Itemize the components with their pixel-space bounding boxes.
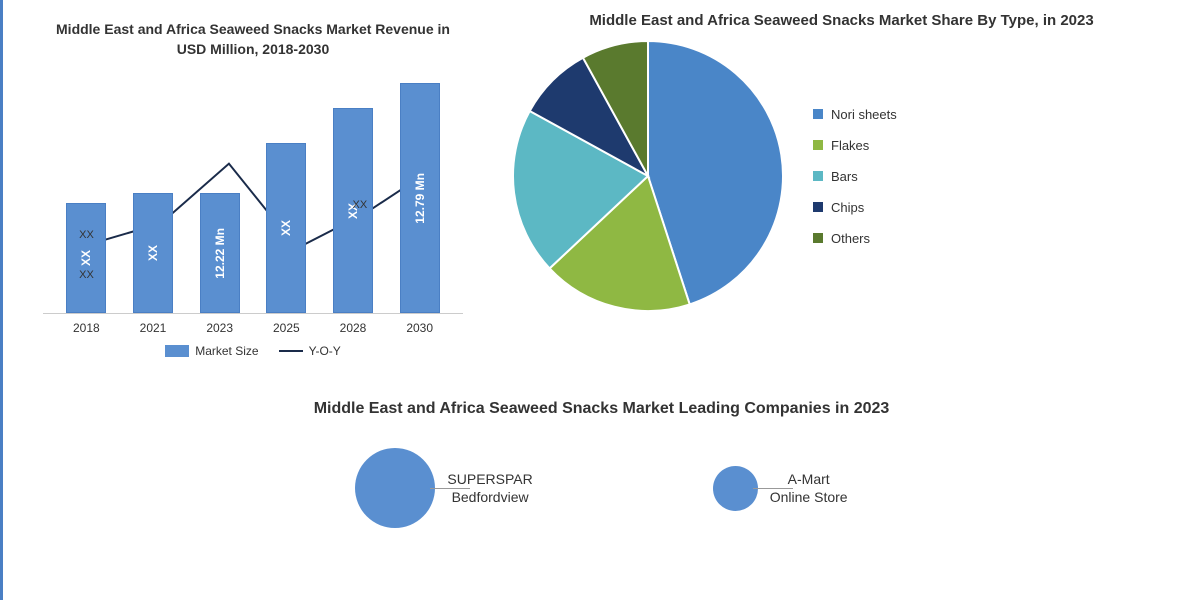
bar-x-label: 2025: [273, 321, 300, 335]
pie-legend-box: [813, 171, 823, 181]
pie-legend-box: [813, 109, 823, 119]
bar-x-label: 2028: [340, 321, 367, 335]
company-connector: [430, 488, 470, 489]
pie-legend-item: Flakes: [813, 138, 897, 153]
pie-legend-label: Bars: [831, 169, 858, 184]
pie-chart-title: Middle East and Africa Seaweed Snacks Ma…: [513, 10, 1170, 31]
bar-xx-mark: XX: [353, 199, 368, 211]
bar-x-label: 2030: [406, 321, 433, 335]
company-bubble: [355, 448, 435, 528]
companies-title: Middle East and Africa Seaweed Snacks Ma…: [43, 400, 1160, 418]
bar-value-label: XX: [279, 220, 293, 236]
bar-legend: Market Size Y-O-Y: [43, 344, 463, 358]
pie-legend-label: Others: [831, 231, 870, 246]
bar: 12.79 Mn: [400, 83, 440, 313]
company-connector: [753, 488, 793, 489]
legend-line-yoy: [279, 350, 303, 352]
company-item: SUPERSPARBedfordview: [355, 448, 532, 528]
bar: 12.22 Mn: [200, 193, 240, 313]
bar-x-label: 2023: [206, 321, 233, 335]
pie-legend-item: Bars: [813, 169, 897, 184]
pie-legend-box: [813, 140, 823, 150]
bar-chart-area: XX2018XXXX2021XX12.22 Mn2023XX2025XX2028…: [43, 74, 463, 314]
bar: XX: [66, 203, 106, 313]
bar: XX: [266, 143, 306, 313]
pie-chart-panel: Middle East and Africa Seaweed Snacks Ma…: [493, 0, 1200, 380]
pie-chart: [513, 41, 783, 311]
pie-legend-label: Flakes: [831, 138, 869, 153]
pie-legend: Nori sheets Flakes Bars Chips Others: [813, 107, 897, 246]
legend-market-label: Market Size: [195, 344, 258, 358]
bar: XX: [133, 193, 173, 313]
bar-chart-panel: Middle East and Africa Seaweed Snacks Ma…: [3, 0, 493, 380]
company-item: A-MartOnline Store: [713, 448, 848, 528]
legend-yoy: Y-O-Y: [279, 344, 341, 358]
bar-value-label: XX: [146, 245, 160, 261]
pie-legend-box: [813, 202, 823, 212]
bar-column: XX2025: [253, 143, 320, 313]
pie-legend-label: Nori sheets: [831, 107, 897, 122]
bar-value-label: XX: [79, 250, 93, 266]
bar-column: 12.79 Mn2030: [386, 83, 453, 313]
company-bubble: [713, 466, 758, 511]
bar-x-label: 2021: [140, 321, 167, 335]
bar-chart-title: Middle East and Africa Seaweed Snacks Ma…: [43, 20, 463, 59]
pie-legend-label: Chips: [831, 200, 864, 215]
pie-legend-box: [813, 233, 823, 243]
bar-column: XX2018: [53, 203, 120, 313]
bar-value-label: 12.22 Mn: [213, 228, 227, 279]
legend-box-market: [165, 345, 189, 357]
companies-panel: Middle East and Africa Seaweed Snacks Ma…: [3, 380, 1200, 528]
bar-xx-mark: XX: [79, 229, 94, 241]
bar-x-label: 2018: [73, 321, 100, 335]
companies-row: SUPERSPARBedfordview A-MartOnline Store: [43, 448, 1160, 528]
pie-legend-item: Nori sheets: [813, 107, 897, 122]
legend-market-size: Market Size: [165, 344, 258, 358]
legend-yoy-label: Y-O-Y: [309, 344, 341, 358]
pie-legend-item: Chips: [813, 200, 897, 215]
bar-column: XXXX2021: [120, 193, 187, 313]
bar-value-label: 12.79 Mn: [413, 173, 427, 224]
pie-legend-item: Others: [813, 231, 897, 246]
bar-column: XX12.22 Mn2023: [186, 193, 253, 313]
bar-xx-mark: XX: [79, 269, 94, 281]
